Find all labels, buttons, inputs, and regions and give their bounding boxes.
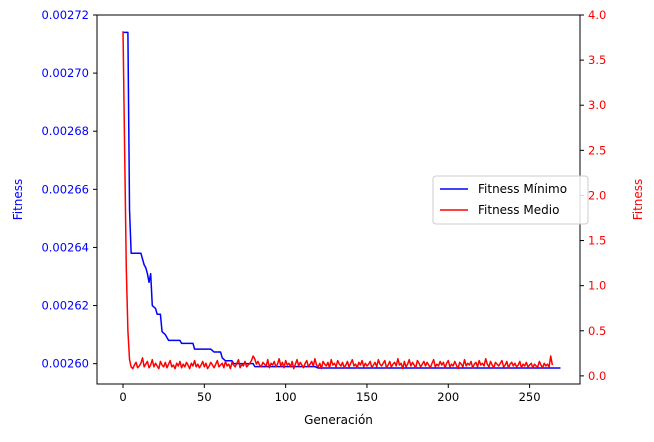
y-axis-left: 0.00260 0.00262 0.00264 0.00266 0.00268 0.002… [41,8,97,371]
x-axis-label: Generación [304,413,373,427]
y-right-tick-label: 3.0 [588,98,606,112]
y-left-tick-label: 0.00264 [41,240,89,254]
y-right-tick-label: 0.0 [588,369,606,383]
series-line-fitness-medio [122,31,554,370]
x-tick-label: 200 [437,390,459,404]
y-left-tick-label: 0.00268 [41,124,89,138]
y-left-tick-label: 0.00270 [41,66,89,80]
y-left-tick-label: 0.00262 [41,299,89,313]
legend-label-fitness-medio: Fitness Medio [478,203,559,217]
legend-label-fitness-minimo: Fitness Mínimo [478,182,567,196]
x-tick-label: 250 [519,390,541,404]
y-right-tick-label: 3.5 [588,53,606,67]
y-axis-left-label: Fitness [11,179,25,221]
y-right-tick-label: 0.5 [588,324,606,338]
legend-frame [432,175,589,225]
y-axis-right-label: Fitness [631,179,645,221]
series-line-fitness-minimo [123,31,561,369]
x-tick-label: 100 [275,390,297,404]
x-axis: 0 50 100 150 200 250 [119,384,541,404]
y-right-tick-label: 2.0 [588,188,606,202]
legend: Fitness Mínimo Fitness Medio [432,175,589,225]
y-right-tick-label: 1.5 [588,234,606,248]
y-right-tick-label: 2.5 [588,143,606,157]
x-tick-label: 50 [197,390,212,404]
y-left-tick-label: 0.00272 [41,8,89,22]
series-layer [122,31,561,370]
y-left-tick-label: 0.00266 [41,182,89,196]
y-right-tick-label: 4.0 [588,8,606,22]
y-axis-right: 0.0 0.5 1.0 1.5 2.0 2.5 3.0 3.5 4.0 [580,8,606,383]
x-tick-label: 150 [356,390,378,404]
x-tick-label: 0 [119,390,126,404]
y-right-tick-label: 1.0 [588,279,606,293]
y-left-tick-label: 0.00260 [41,357,89,371]
